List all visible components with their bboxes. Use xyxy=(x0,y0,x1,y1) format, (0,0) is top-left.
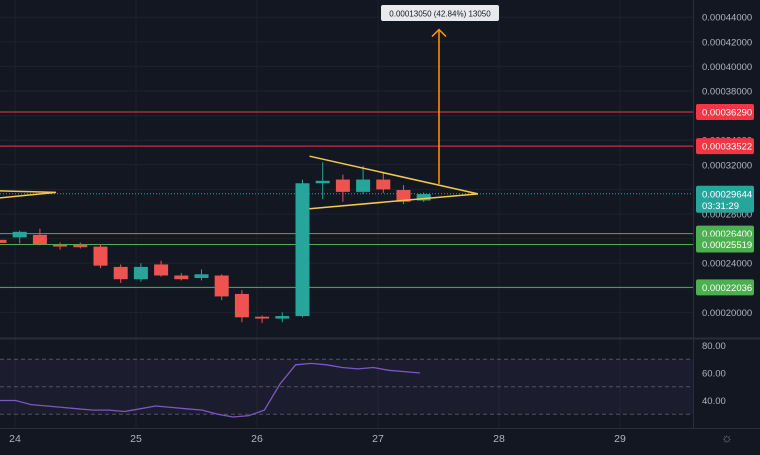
candle-body xyxy=(133,266,148,280)
x-tick-label: 25 xyxy=(130,433,142,445)
triangle-upper-line xyxy=(309,155,479,195)
level-price-text: 0.00026400 xyxy=(702,229,752,240)
rsi-y-tick-label: 60.00 xyxy=(702,369,726,380)
y-tick-label: 0.00042000 xyxy=(702,37,752,48)
candle-body xyxy=(154,264,169,276)
candle-body xyxy=(335,179,350,192)
level-price-text: 0.00033522 xyxy=(702,142,752,153)
y-tick-label: 0.00040000 xyxy=(702,62,752,73)
level-price-tag xyxy=(696,236,754,253)
candle-body xyxy=(376,179,391,190)
candle-body xyxy=(12,231,27,238)
candle-body xyxy=(194,274,209,278)
candle-body xyxy=(255,316,270,319)
countdown-text: 03:31:29 xyxy=(702,201,739,212)
price-pane xyxy=(0,0,693,337)
candle-body xyxy=(174,275,189,280)
rsi-line xyxy=(0,362,421,418)
candle-body xyxy=(275,316,290,319)
candle-body xyxy=(53,245,68,247)
candle-body xyxy=(93,246,108,266)
target-label-box xyxy=(381,5,499,21)
x-tick-label: 27 xyxy=(372,433,384,445)
x-tick-label: 24 xyxy=(9,433,21,445)
level-price-text: 0.00025519 xyxy=(702,240,752,251)
level-price-tag xyxy=(696,279,754,296)
rsi-y-tick-label: 40.00 xyxy=(702,396,726,407)
triangle-earlier-apex xyxy=(0,190,57,199)
level-price-tag xyxy=(696,138,754,155)
y-tick-label: 0.00038000 xyxy=(702,87,752,98)
x-tick-label: 26 xyxy=(251,433,263,445)
candle-body xyxy=(356,179,371,192)
candle-body xyxy=(214,275,229,297)
y-tick-label: 0.00044000 xyxy=(702,13,752,24)
candle-body xyxy=(113,266,128,280)
settings-gear-icon[interactable]: ☼ xyxy=(721,430,733,445)
y-tick-label: 0.00028000 xyxy=(702,210,752,221)
candle-body xyxy=(0,239,7,243)
candle-body xyxy=(416,194,431,201)
level-price-text: 0.00036290 xyxy=(702,108,752,119)
target-arrow-head xyxy=(431,28,447,38)
target-label-text: 0.00013050 (42.84%) 13050 xyxy=(389,10,491,19)
current-price-tag xyxy=(696,185,754,213)
y-tick-label: 0.00020000 xyxy=(702,308,752,319)
candle-body xyxy=(73,245,88,248)
candle-body xyxy=(396,190,411,202)
y-tick-label: 0.00024000 xyxy=(702,259,752,270)
level-price-tag xyxy=(696,104,754,121)
x-tick-label: 28 xyxy=(493,433,505,445)
candle-body xyxy=(315,180,330,184)
candle-body xyxy=(32,234,47,245)
candle-body xyxy=(234,293,249,318)
level-price-text: 0.00022036 xyxy=(702,283,752,294)
current-price-text: 0.00029644 xyxy=(702,189,752,200)
x-tick-label: 29 xyxy=(614,433,626,445)
y-tick-label: 0.00032000 xyxy=(702,160,752,171)
rsi-pane xyxy=(0,340,693,428)
rsi-y-tick-label: 80.00 xyxy=(702,341,726,352)
candle-body xyxy=(295,183,310,317)
triangle-lower-line xyxy=(309,193,479,210)
